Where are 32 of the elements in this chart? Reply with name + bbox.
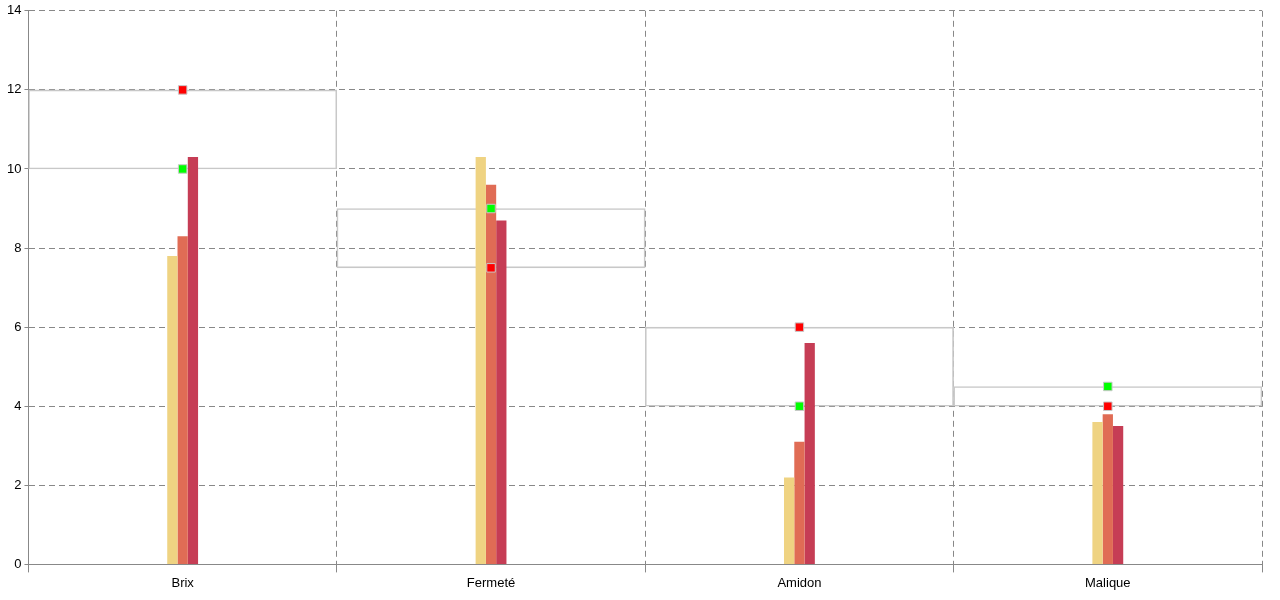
bar: [1092, 422, 1103, 564]
bar: [167, 255, 178, 564]
point: [1103, 401, 1113, 411]
y-tick-label: 2: [14, 476, 22, 492]
bar: [485, 184, 497, 564]
bar: [187, 157, 199, 564]
point: [794, 322, 805, 332]
y-tick-label: 10: [6, 160, 22, 176]
x-tick-label: Fermeté: [466, 574, 516, 590]
bar: [177, 236, 188, 564]
y-tick-label: 0: [14, 555, 22, 571]
y-tick-label: 4: [14, 397, 22, 413]
x-tick-label: Malique: [1085, 574, 1131, 590]
point: [1103, 381, 1113, 392]
y-tick-label: 14: [6, 2, 22, 18]
bar: [1102, 414, 1113, 564]
y-tick-label: 12: [6, 81, 22, 97]
x-tick-label: Brix: [171, 574, 195, 590]
point: [177, 164, 188, 174]
point: [794, 401, 805, 411]
bar: [1112, 426, 1124, 564]
point: [177, 85, 188, 95]
bar: [475, 157, 486, 564]
point: [486, 203, 496, 214]
x-tick-label: Amidon: [777, 574, 822, 590]
point: [486, 263, 496, 273]
bar: [496, 220, 507, 564]
y-tick-label: 6: [14, 318, 22, 334]
bar: [794, 441, 805, 564]
bar: [784, 477, 795, 564]
bar: [804, 342, 815, 564]
y-tick-label: 8: [14, 239, 22, 255]
